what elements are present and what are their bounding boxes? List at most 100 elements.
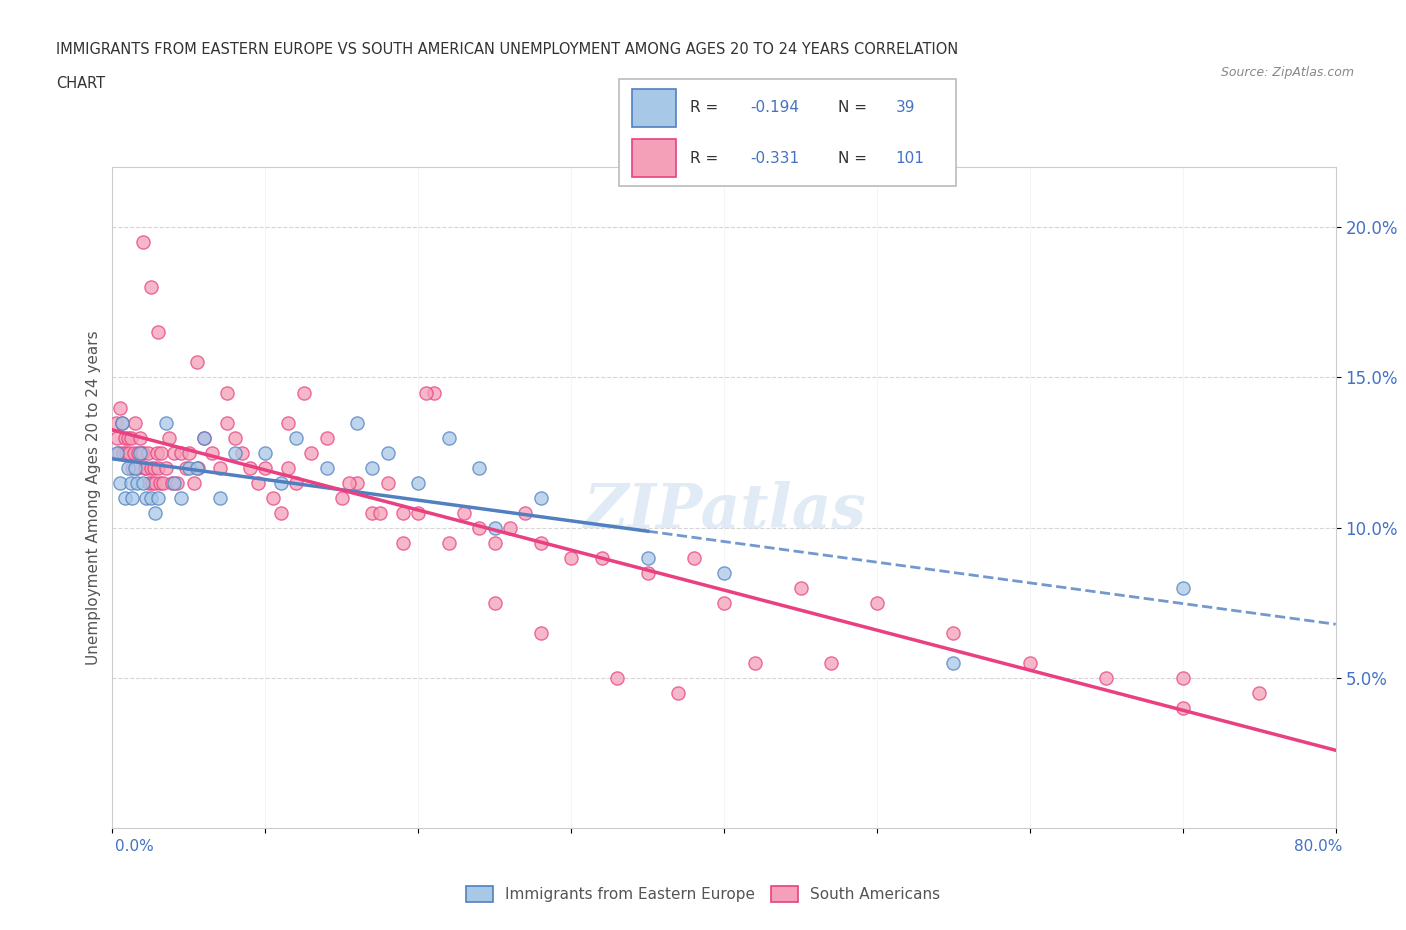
Text: -0.194: -0.194	[751, 100, 799, 115]
Point	[132, 445, 155, 460]
Point	[422, 385, 444, 400]
Point	[111, 415, 134, 430]
Point	[330, 490, 353, 505]
Point	[208, 490, 231, 505]
Point	[201, 445, 224, 460]
Point	[789, 580, 811, 595]
Point	[1171, 580, 1194, 595]
FancyBboxPatch shape	[619, 79, 956, 186]
Point	[118, 445, 141, 460]
Point	[114, 490, 136, 505]
Point	[124, 415, 146, 430]
Point	[170, 490, 193, 505]
Point	[163, 445, 186, 460]
Point	[392, 535, 415, 550]
Point	[117, 460, 139, 475]
Point	[120, 475, 142, 490]
Point	[208, 460, 231, 475]
Point	[132, 235, 155, 250]
Point	[142, 460, 165, 475]
Point	[377, 445, 399, 460]
Point	[254, 445, 277, 460]
Point	[246, 475, 269, 490]
Point	[299, 445, 322, 460]
Text: 0.0%: 0.0%	[115, 839, 155, 854]
Text: N =: N =	[838, 151, 872, 166]
Point	[143, 505, 166, 520]
Point	[155, 415, 177, 430]
Point	[129, 430, 152, 445]
Point	[270, 505, 292, 520]
Point	[866, 595, 889, 610]
Text: 101: 101	[896, 151, 924, 166]
Point	[284, 430, 308, 445]
Point	[143, 475, 166, 490]
Point	[820, 656, 842, 671]
Point	[606, 671, 628, 685]
Point	[217, 385, 239, 400]
Point	[361, 460, 384, 475]
Point	[315, 460, 337, 475]
Point	[112, 445, 135, 460]
Point	[174, 460, 197, 475]
Point	[157, 430, 180, 445]
Point	[139, 460, 162, 475]
Point	[292, 385, 315, 400]
Text: -0.331: -0.331	[751, 151, 800, 166]
Point	[453, 505, 475, 520]
Point	[135, 490, 157, 505]
Point	[177, 460, 200, 475]
Point	[155, 460, 177, 475]
Point	[346, 475, 368, 490]
Point	[231, 445, 253, 460]
Point	[108, 400, 131, 415]
Point	[122, 445, 145, 460]
Point	[262, 490, 284, 505]
Point	[166, 475, 188, 490]
Point	[484, 520, 506, 535]
Text: IMMIGRANTS FROM EASTERN EUROPE VS SOUTH AMERICAN UNEMPLOYMENT AMONG AGES 20 TO 2: IMMIGRANTS FROM EASTERN EUROPE VS SOUTH …	[56, 42, 959, 57]
Point	[148, 460, 170, 475]
Point	[1171, 671, 1194, 685]
Point	[560, 551, 582, 565]
Text: ZIPatlas: ZIPatlas	[582, 481, 866, 540]
Point	[129, 445, 152, 460]
Point	[392, 505, 415, 520]
Point	[270, 475, 292, 490]
Point	[637, 565, 659, 580]
Point	[637, 551, 659, 565]
Point	[224, 430, 246, 445]
Point	[135, 460, 157, 475]
Point	[408, 475, 430, 490]
Point	[713, 565, 735, 580]
Point	[239, 460, 262, 475]
Text: 80.0%: 80.0%	[1295, 839, 1343, 854]
Point	[125, 460, 148, 475]
Text: N =: N =	[838, 100, 872, 115]
Point	[131, 445, 153, 460]
Point	[484, 595, 506, 610]
Text: R =: R =	[689, 100, 723, 115]
Point	[529, 490, 551, 505]
Point	[121, 460, 143, 475]
Point	[591, 551, 613, 565]
Point	[114, 430, 136, 445]
Point	[187, 460, 209, 475]
Point	[942, 656, 965, 671]
Point	[515, 505, 537, 520]
Point	[125, 475, 148, 490]
Point	[1249, 685, 1271, 700]
Point	[149, 475, 172, 490]
Text: R =: R =	[689, 151, 723, 166]
Point	[152, 475, 174, 490]
Point	[346, 415, 368, 430]
Point	[150, 445, 173, 460]
Point	[136, 445, 159, 460]
Point	[170, 445, 193, 460]
Point	[132, 475, 155, 490]
Point	[315, 430, 337, 445]
Y-axis label: Unemployment Among Ages 20 to 24 years: Unemployment Among Ages 20 to 24 years	[86, 330, 101, 665]
Point	[713, 595, 735, 610]
Point	[141, 475, 163, 490]
Point	[127, 445, 149, 460]
